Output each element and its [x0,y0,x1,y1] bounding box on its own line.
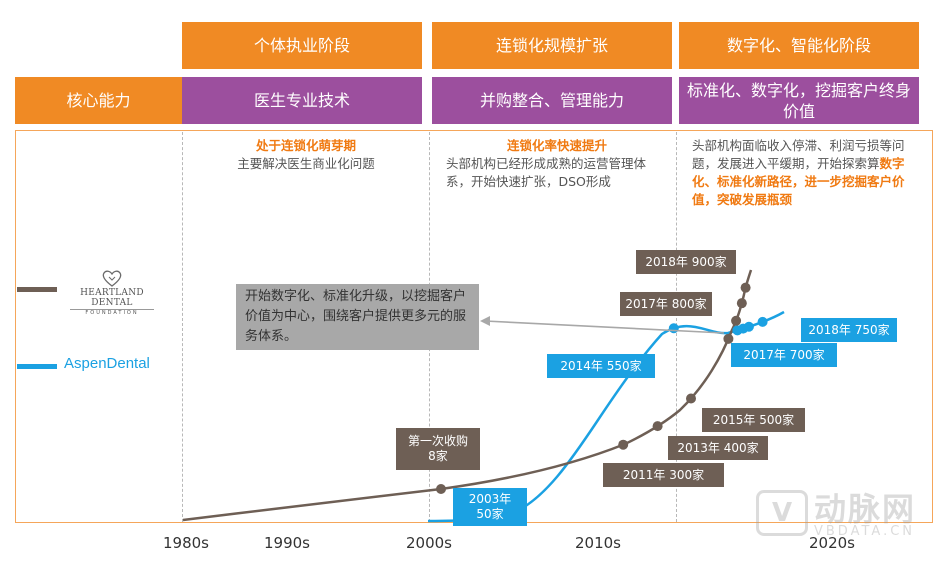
xtick-1990s: 1990s [264,534,310,552]
legend-line-aspen [17,364,57,369]
aspen-logo: AspenDental [64,355,150,372]
core-capability-label: 核心能力 [15,77,182,124]
watermark-en: VBDATA.CN [814,524,916,539]
stage-header-chain: 连锁化规模扩张 [432,22,672,69]
stage-header-individual: 个体执业阶段 [182,22,422,69]
capability-digital-value: 标准化、数字化，挖掘客户终身价值 [679,77,919,124]
heartland-logo-bottom: FOUNDATION [70,309,154,316]
xtick-2010s: 2010s [575,534,621,552]
heartland-point-interim [736,298,747,309]
capability-mna-management: 并购整合、管理能力 [432,77,672,124]
label-heartland-2013: 2013年 400家 [668,436,768,460]
label-heartland-2018: 2018年 900家 [636,250,736,274]
xtick-2000s: 2000s [406,534,452,552]
heartland-logo: HEARTLAND DENTAL FOUNDATION [60,268,164,316]
heartland-point-2000 [436,484,446,494]
watermark: V 动脉网 VBDATA.CN [756,488,946,548]
watermark-logo-icon: V [756,490,808,536]
xtick-1980s: 1980s [163,534,209,552]
label-first-acquisition: 第一次收购 8家 [396,428,480,470]
heartland-point-2013 [652,421,663,432]
label-aspen-2003: 2003年 50家 [453,488,527,526]
stage1-text: 主要解决医生商业化问题 [237,156,375,171]
heartland-point-2011 [618,439,629,450]
label-heartland-2017: 2017年 800家 [620,292,712,316]
heartland-point-interim [731,315,742,326]
label-heartland-2011: 2011年 300家 [603,463,724,487]
stage1-title: 处于连锁化萌芽期 [255,138,356,153]
aspen-point-2018 [757,316,768,327]
label-aspen-2017: 2017年 700家 [731,343,837,367]
heartland-logo-top: HEARTLAND DENTAL [80,288,144,308]
aspen-point-2014 [668,323,679,334]
stage2-description: 连锁化率快速提升 头部机构已经形成成熟的运营管理体系，开始快速扩张，DSO形成 [446,137,668,191]
watermark-cn: 动脉网 [814,490,917,528]
label-aspen-2018: 2018年 750家 [801,318,897,342]
label-heartland-2015: 2015年 500家 [702,408,805,432]
stage3-highlight: 数字化、标准化新路径，进一步挖掘客户价值，突破发展瓶颈 [692,156,905,207]
heartland-point-2015 [686,393,696,404]
capability-doctor-skills: 医生专业技术 [182,77,422,124]
stage-header-digital: 数字化、智能化阶段 [679,22,919,69]
label-aspen-2014: 2014年 550家 [547,354,655,378]
aspen-point-interim [743,321,754,332]
xtick-2020s: 2020s [809,534,855,552]
separator-1 [182,132,183,522]
digital-upgrade-callout: 开始数字化、标准化升级，以挖掘客户价值为中心，围绕客户提供更多元的服务体系。 [236,284,479,350]
stage1-description: 处于连锁化萌芽期 主要解决医生商业化问题 [190,137,422,173]
callout-arrowhead [480,316,490,326]
legend-line-heartland [17,287,57,292]
stage3-text: 头部机构面临收入停滞、利润亏损等问题，发展进入平缓期，开始探索算 [692,138,905,171]
heartland-point-2017 [723,333,734,344]
stage2-text: 头部机构已经形成成熟的运营管理体系，开始快速扩张，DSO形成 [446,156,647,189]
stage2-title: 连锁化率快速提升 [506,138,607,153]
stage3-description: 头部机构面临收入停滞、利润亏损等问题，发展进入平缓期，开始探索算数字化、标准化新… [692,137,917,209]
heartland-point-2018 [740,282,751,293]
callout-arrow [484,320,725,334]
heartland-heart-icon [102,270,122,287]
